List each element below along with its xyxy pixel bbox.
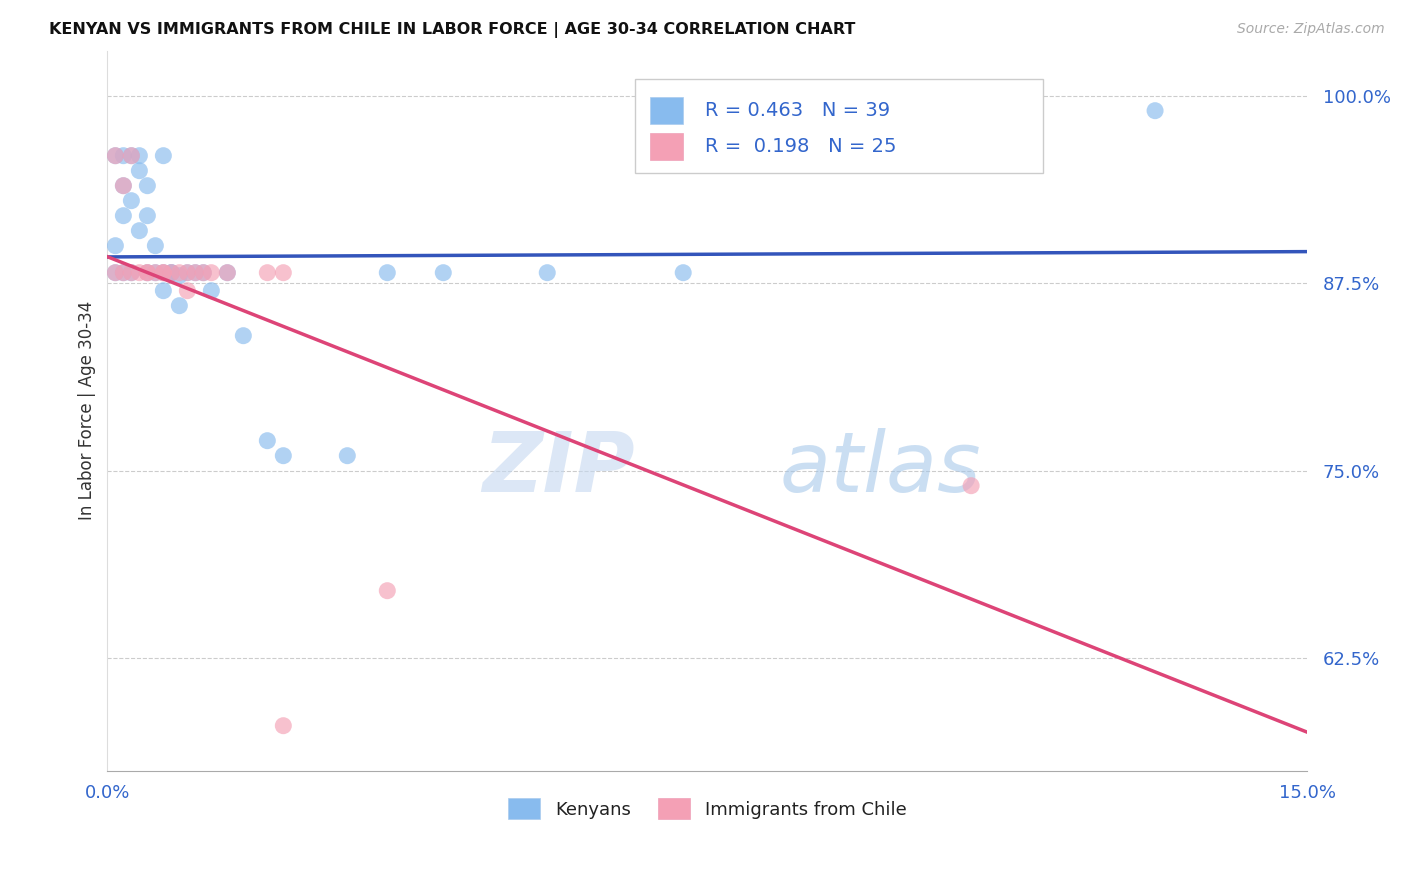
Point [160,266,183,280]
Text: KENYAN VS IMMIGRANTS FROM CHILE IN LABOR FORCE | AGE 30-34 CORRELATION CHART: KENYAN VS IMMIGRANTS FROM CHILE IN LABOR… [49,22,856,38]
Point [104,149,127,163]
Point [217,266,239,280]
Point [104,149,127,163]
Point [152,284,174,298]
Point [200,266,222,280]
Point [136,266,159,280]
FancyBboxPatch shape [636,79,1043,173]
Point [176,266,198,280]
Point [112,149,135,163]
Point [536,266,558,280]
Bar [650,133,683,161]
Point [169,299,191,313]
Point [217,266,239,280]
Point [176,266,198,280]
Point [200,284,222,298]
Point [145,266,167,280]
Point [112,209,135,223]
Point [193,266,215,280]
Point [104,238,127,252]
Point [128,266,150,280]
Point [112,266,135,280]
Point [256,266,278,280]
Point [256,434,278,448]
Point [128,163,150,178]
Point [120,266,142,280]
Point [184,266,207,280]
Point [160,266,183,280]
Point [136,178,159,193]
Point [136,266,159,280]
Point [145,266,167,280]
Point [104,266,127,280]
Text: atlas: atlas [779,428,981,508]
Text: ZIP: ZIP [482,428,636,508]
Point [273,266,295,280]
Bar [650,96,683,124]
Point [120,194,142,208]
Point [120,149,142,163]
Point [432,266,454,280]
Point [152,149,174,163]
Text: R = 0.463   N = 39: R = 0.463 N = 39 [704,101,890,120]
Legend: Kenyans, Immigrants from Chile: Kenyans, Immigrants from Chile [501,791,914,827]
Point [960,478,983,492]
Point [169,266,191,280]
Point [184,266,207,280]
Point [672,266,695,280]
Point [336,449,359,463]
Point [112,266,135,280]
Text: R =  0.198   N = 25: R = 0.198 N = 25 [704,137,896,156]
Point [375,583,398,598]
Point [145,238,167,252]
Point [160,266,183,280]
Point [136,266,159,280]
Point [375,266,398,280]
Point [193,266,215,280]
Point [112,178,135,193]
Text: Source: ZipAtlas.com: Source: ZipAtlas.com [1237,22,1385,37]
Y-axis label: In Labor Force | Age 30-34: In Labor Force | Age 30-34 [79,301,96,520]
Point [176,284,198,298]
Point [120,266,142,280]
Point [104,266,127,280]
Point [1144,103,1167,118]
Point [152,266,174,280]
Point [152,266,174,280]
Point [112,178,135,193]
Point [273,449,295,463]
Point [152,266,174,280]
Point [120,149,142,163]
Point [232,328,254,343]
Point [136,209,159,223]
Point [128,224,150,238]
Point [273,719,295,733]
Point [128,149,150,163]
Point [169,268,191,283]
